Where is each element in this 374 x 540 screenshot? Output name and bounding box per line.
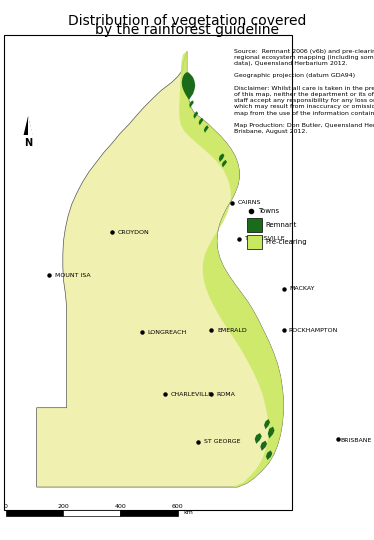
- Polygon shape: [268, 427, 275, 438]
- Bar: [247, 218, 262, 232]
- Polygon shape: [222, 160, 227, 167]
- Polygon shape: [255, 433, 262, 444]
- Polygon shape: [179, 51, 283, 487]
- Polygon shape: [189, 100, 194, 108]
- Text: LONGREACH: LONGREACH: [148, 329, 187, 335]
- Text: N: N: [24, 138, 32, 148]
- Polygon shape: [204, 125, 209, 133]
- Bar: [63, 510, 120, 516]
- Polygon shape: [260, 441, 267, 451]
- Text: by the rainforest guideline: by the rainforest guideline: [95, 23, 279, 37]
- Text: CHARLEVILLE: CHARLEVILLE: [170, 392, 212, 397]
- Polygon shape: [264, 419, 270, 429]
- Polygon shape: [219, 153, 224, 162]
- Text: ROMA: ROMA: [216, 392, 235, 397]
- Polygon shape: [266, 450, 272, 460]
- Polygon shape: [24, 116, 33, 135]
- Text: CROYDON: CROYDON: [118, 230, 150, 235]
- Text: 600: 600: [172, 504, 184, 509]
- Polygon shape: [193, 111, 198, 119]
- Bar: [120, 510, 178, 516]
- Text: TOWNSVILLE: TOWNSVILLE: [245, 236, 286, 241]
- Text: 200: 200: [57, 504, 69, 509]
- Bar: [247, 235, 262, 249]
- Polygon shape: [199, 118, 203, 125]
- Text: MOUNT ISA: MOUNT ISA: [55, 273, 91, 278]
- Text: Source:  Remnant 2006 (v6b) and pre-clearing
regional ecosystem mapping (includi: Source: Remnant 2006 (v6b) and pre-clear…: [234, 49, 374, 134]
- Polygon shape: [37, 51, 283, 487]
- Bar: [4, 35, 292, 510]
- Text: Distribution of vegetation covered: Distribution of vegetation covered: [68, 14, 306, 28]
- Text: Remnant: Remnant: [266, 222, 297, 228]
- Text: ST GEORGE: ST GEORGE: [204, 439, 240, 444]
- Text: Pre-clearing: Pre-clearing: [266, 239, 307, 246]
- Text: Towns: Towns: [258, 207, 279, 214]
- Text: km: km: [183, 510, 193, 516]
- Bar: [6, 510, 63, 516]
- Text: EMERALD: EMERALD: [217, 328, 247, 333]
- Text: BRISBANE: BRISBANE: [340, 437, 372, 443]
- Text: 400: 400: [114, 504, 126, 509]
- Polygon shape: [28, 116, 33, 135]
- Text: 0: 0: [4, 504, 7, 509]
- Text: MACKAY: MACKAY: [290, 286, 315, 292]
- Text: ROCKHAMPTON: ROCKHAMPTON: [289, 328, 338, 333]
- Polygon shape: [182, 72, 195, 100]
- Text: CAIRNS: CAIRNS: [237, 200, 261, 205]
